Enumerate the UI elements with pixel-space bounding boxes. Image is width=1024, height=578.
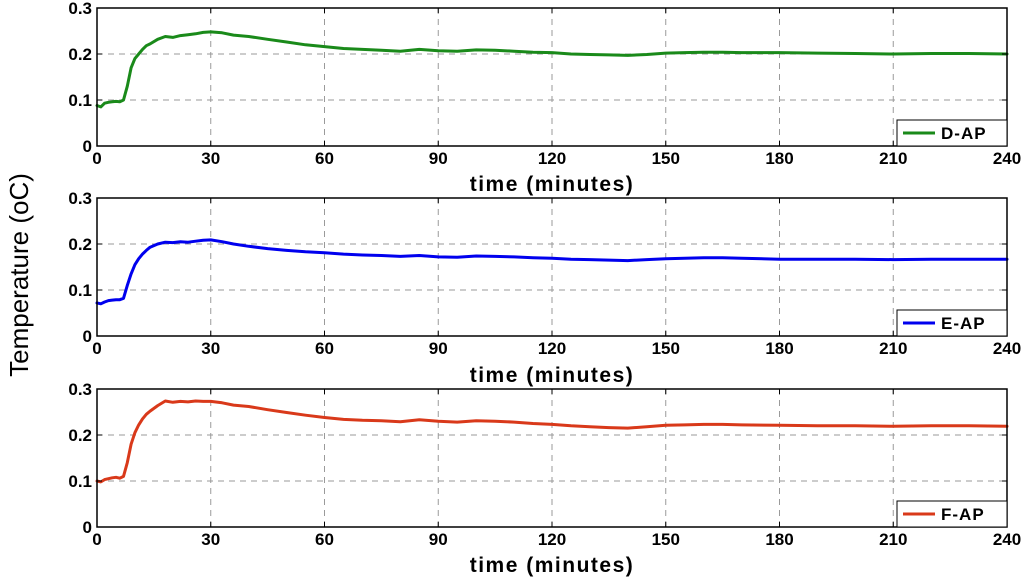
chart-panel-3: 0 30 60 90 120 150 180 210 240 0 0.1 0.2 0.3 time (mi… <box>68 380 1021 577</box>
legend: D-AP <box>896 119 1008 147</box>
x-tick-label: 30 <box>201 149 220 168</box>
y-axis-label: Temperature (oC) <box>4 173 34 377</box>
y-tick-label: 0.3 <box>68 189 92 208</box>
x-tick-label: 120 <box>538 339 566 358</box>
x-tick-label: 150 <box>652 530 680 549</box>
y-tick-label: 0.2 <box>68 235 92 254</box>
y-tick-label: 0.1 <box>68 91 92 110</box>
x-tick-label: 180 <box>765 149 793 168</box>
x-tick-label: 210 <box>879 339 907 358</box>
x-tick-label: 30 <box>201 530 220 549</box>
x-tick-label: 0 <box>92 149 101 168</box>
chart-panel-2: 0 30 60 90 120 150 180 210 240 0 0.1 0.2 0.3 time (mi… <box>68 189 1021 387</box>
x-axis-label: time (minutes) <box>470 364 635 387</box>
x-tick-label: 180 <box>765 339 793 358</box>
chart-panel-1: 0 30 60 90 120 150 180 210 240 0 0.1 0.2 0.3 time (mi… <box>68 0 1021 196</box>
legend-label: E-AP <box>941 314 986 333</box>
x-tick-label: 240 <box>993 149 1021 168</box>
x-tick-label: 90 <box>429 149 448 168</box>
x-tick-label: 60 <box>315 149 334 168</box>
legend: F-AP <box>896 500 1008 528</box>
x-tick-label: 0 <box>92 339 101 358</box>
series-line-f-ap <box>95 399 1009 484</box>
x-tick-label: 90 <box>429 530 448 549</box>
series-line-d-ap <box>95 30 1009 109</box>
x-tick-label: 210 <box>879 530 907 549</box>
x-tick-label: 120 <box>538 149 566 168</box>
x-tick-label: 180 <box>765 530 793 549</box>
legend-label: F-AP <box>941 505 985 524</box>
x-tick-label: 150 <box>652 339 680 358</box>
legend-label: D-AP <box>941 124 987 143</box>
y-tick-label: 0.2 <box>68 426 92 445</box>
x-tick-label: 120 <box>538 530 566 549</box>
legend: E-AP <box>896 309 1008 337</box>
x-tick-label: 90 <box>429 339 448 358</box>
y-tick-label: 0.2 <box>68 45 92 64</box>
y-tick-label: 0.1 <box>68 281 92 300</box>
x-tick-label: 60 <box>315 339 334 358</box>
x-tick-label: 30 <box>201 339 220 358</box>
x-axis-label: time (minutes) <box>470 173 635 196</box>
y-tick-label: 0.1 <box>68 472 92 491</box>
y-tick-label: 0 <box>83 327 92 346</box>
x-tick-label: 0 <box>92 530 101 549</box>
x-tick-label: 240 <box>993 339 1021 358</box>
x-axis-label: time (minutes) <box>470 554 635 577</box>
y-tick-label: 0.3 <box>68 380 92 399</box>
y-tick-label: 0 <box>83 137 92 156</box>
y-tick-label: 0.3 <box>68 0 92 18</box>
x-tick-label: 210 <box>879 149 907 168</box>
y-tick-label: 0 <box>83 518 92 537</box>
x-tick-label: 60 <box>315 530 334 549</box>
x-tick-label: 240 <box>993 530 1021 549</box>
series-line-e-ap <box>95 238 1009 306</box>
x-tick-label: 150 <box>652 149 680 168</box>
